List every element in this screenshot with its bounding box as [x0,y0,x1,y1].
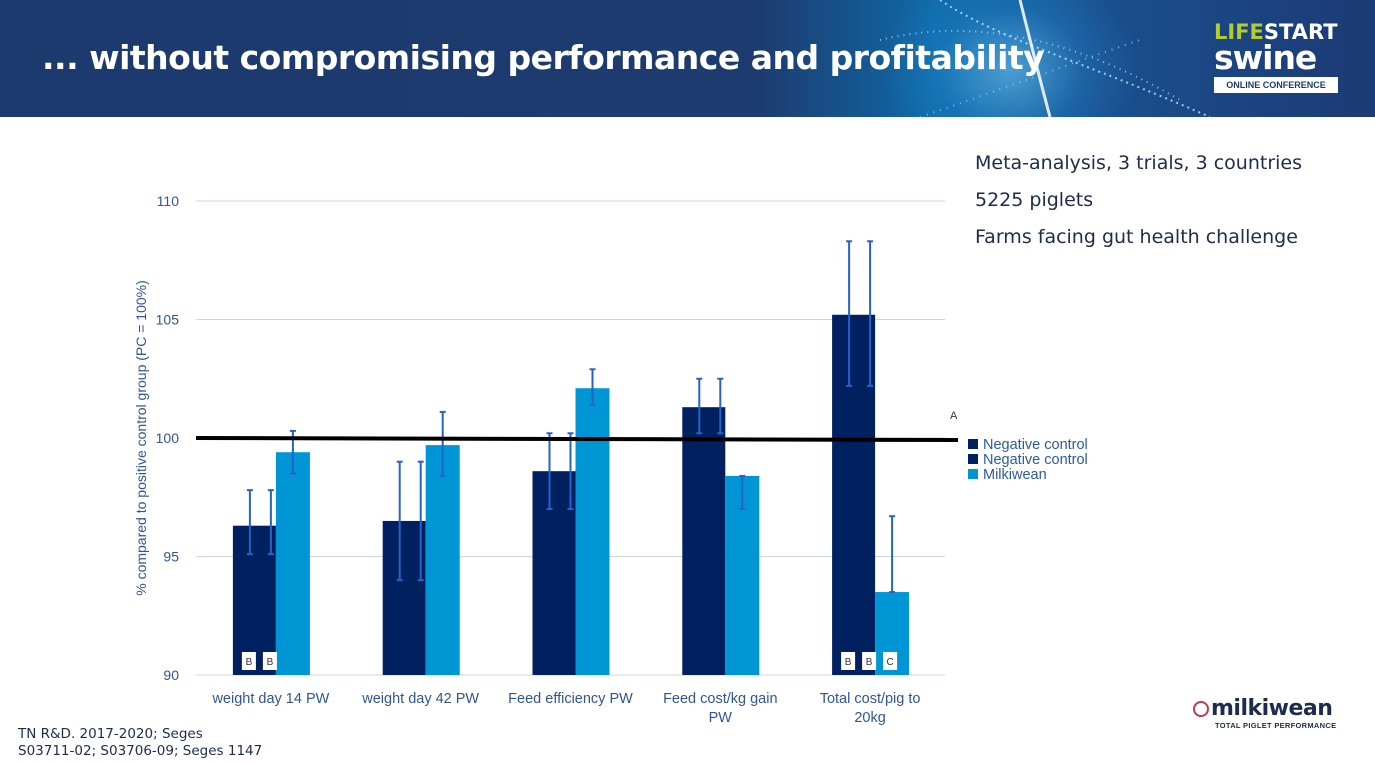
dna-glow [880,0,1140,117]
brand-tagline: TOTAL PIGLET PERFORMANCE [1215,721,1337,730]
y-axis-label: % compared to positive control group (PC… [133,280,149,596]
significance-letter: C [886,657,893,668]
significance-letter: B [845,657,852,668]
legend-label: Negative control [983,437,1088,453]
significance-letter: B [246,657,253,668]
legend-swatch [968,439,978,449]
x-tick-label: Feed efficiency PW [508,691,633,707]
reference-label-a: A [950,410,958,422]
note-piglets: 5225 piglets [975,189,1094,211]
x-tick-label: weight day 14 PW [211,691,329,707]
legend-item-negative-control-2: Negative control [968,453,1088,468]
significance-letter-box [862,652,877,670]
x-tick-label: 20kg [854,710,885,726]
legend-item-milkiwean: Milkiwean [968,468,1088,483]
bar-milkiwean [575,388,610,675]
lifestart-swine-logo: LIFESTART swine ONLINE CONFERENCE [1214,22,1340,93]
significance-letter-box [241,652,256,670]
logo-swine: swine [1214,38,1317,77]
source-citation: TN R&D. 2017-2020; Seges S03711-02; S037… [18,726,262,760]
y-tick-label: 100 [156,430,180,446]
reference-line-100 [195,436,959,442]
bar-negative-control [382,520,426,675]
x-tick-label: weight day 42 PW [361,691,479,707]
bar-milkiwean [425,445,460,675]
x-tick-label: PW [709,710,733,726]
x-tick-label: Total cost/pig to [820,691,921,707]
bar-negative-control [682,407,726,675]
chart-legend: Negative control Negative control Milkiw… [968,438,1088,483]
brand-name: milkiwean [1211,696,1333,721]
bar-negative-control [832,314,876,675]
legend-swatch [968,469,978,479]
y-tick-label: 105 [156,312,180,328]
source-line-1: TN R&D. 2017-2020; Seges [18,726,203,742]
logo-life: LIFE [1214,20,1264,44]
header-banner: ... without compromising performance and… [0,0,1375,117]
legend-label: Negative control [983,452,1088,468]
note-meta-analysis: Meta-analysis, 3 trials, 3 countries [975,152,1303,174]
y-tick-label: 110 [157,193,180,209]
bar-milkiwean [275,452,310,675]
milkiwean-logo: milkiwean TOTAL PIGLET PERFORMANCE [1193,697,1343,730]
note-farms: Farms facing gut health challenge [975,226,1298,248]
significance-letter-box [262,652,277,670]
significance-letter: B [866,657,873,668]
side-notes: Meta-analysis, 3 trials, 3 countries 522… [975,152,1302,263]
y-tick-label: 90 [163,667,179,683]
significance-letter: B [267,657,274,668]
logo-start: START [1263,20,1338,44]
legend-label: Milkiwean [983,467,1047,483]
source-line-2: S03711-02; S03706-09; Seges 1147 [18,743,263,759]
logo-online-conference: ONLINE CONFERENCE [1214,77,1338,93]
legend-item-negative-control-1: Negative control [968,438,1088,453]
x-tick-label: Feed cost/kg gain [663,691,777,707]
slide-title: ... without compromising performance and… [42,38,1045,77]
dna-helix-graphic [880,0,1211,117]
y-tick-label: 95 [163,549,179,565]
significance-letter-box [841,652,856,670]
milkiwean-logo-icon [1193,701,1209,717]
bar-negative-control [232,525,276,675]
legend-swatch [968,454,978,464]
bar-negative-control [532,471,576,675]
significance-letter-box [883,652,898,670]
